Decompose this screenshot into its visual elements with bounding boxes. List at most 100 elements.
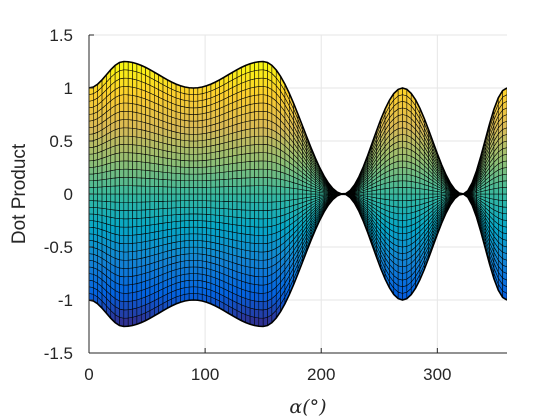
surface-cell bbox=[271, 193, 277, 203]
surface-cell bbox=[254, 111, 260, 121]
surface-cell bbox=[89, 100, 94, 109]
surface-cell bbox=[241, 185, 247, 195]
surface-cell bbox=[167, 179, 173, 188]
surface-cell bbox=[219, 215, 225, 224]
surface-cell bbox=[89, 253, 94, 262]
surface-cell bbox=[123, 185, 129, 195]
surface-cell bbox=[219, 149, 225, 159]
surface-cell bbox=[89, 146, 94, 155]
surface-cell bbox=[219, 164, 225, 173]
surface-cell bbox=[201, 207, 207, 215]
surface-cell bbox=[119, 177, 125, 187]
y-tick-label: 1.5 bbox=[49, 26, 73, 45]
surface-cell bbox=[188, 100, 194, 109]
surface-cell bbox=[127, 259, 133, 269]
surface-cell bbox=[184, 266, 190, 275]
surface-cell bbox=[197, 233, 203, 242]
surface-cell bbox=[223, 208, 229, 217]
surface-cell bbox=[114, 217, 120, 228]
surface-cell bbox=[154, 216, 159, 225]
surface-cell bbox=[127, 168, 133, 178]
surface-cell bbox=[175, 159, 181, 168]
surface-cell bbox=[97, 172, 103, 181]
surface-cell bbox=[502, 219, 507, 228]
surface-cell bbox=[119, 77, 125, 88]
surface-cell bbox=[123, 235, 129, 244]
surface-cell bbox=[249, 250, 255, 261]
surface-cell bbox=[110, 177, 116, 187]
surface-cell bbox=[275, 193, 281, 203]
surface-cell bbox=[158, 230, 164, 239]
surface-cell bbox=[175, 145, 181, 154]
surface-cell bbox=[97, 186, 103, 195]
surface-cell bbox=[175, 131, 181, 141]
surface-cell bbox=[175, 241, 181, 250]
surface-cell bbox=[127, 308, 133, 319]
surface-cell bbox=[132, 250, 138, 261]
surface-cell bbox=[127, 234, 133, 244]
surface-cell bbox=[193, 259, 199, 268]
surface-cell bbox=[262, 110, 268, 121]
surface-cell bbox=[249, 152, 255, 162]
surface-cell bbox=[241, 169, 247, 179]
surface-cell bbox=[123, 110, 129, 120]
surface-cell bbox=[201, 166, 207, 175]
surface-cell bbox=[123, 292, 129, 302]
surface-cell bbox=[127, 86, 133, 96]
surface-cell bbox=[197, 260, 203, 268]
surface-cell bbox=[123, 309, 129, 319]
surface-cell bbox=[498, 199, 503, 208]
surface-cell bbox=[402, 252, 408, 261]
surface-cell bbox=[241, 145, 247, 155]
surface-cell bbox=[127, 243, 133, 253]
surface-cell bbox=[193, 253, 199, 261]
surface-cell bbox=[119, 275, 125, 286]
surface-cell bbox=[188, 173, 194, 182]
surface-cell bbox=[262, 259, 268, 269]
surface-cell bbox=[175, 214, 181, 222]
surface-cell bbox=[197, 280, 203, 288]
surface-cell bbox=[171, 165, 177, 174]
surface-cell bbox=[223, 178, 229, 187]
surface-cell bbox=[188, 94, 194, 102]
surface-cell bbox=[136, 96, 142, 106]
surface-cell bbox=[154, 201, 159, 210]
surface-cell bbox=[371, 193, 377, 199]
surface-cell bbox=[89, 213, 94, 222]
surface-cell bbox=[167, 242, 173, 252]
surface-cell bbox=[136, 120, 142, 130]
surface-cell bbox=[132, 210, 138, 219]
surface-cell bbox=[123, 119, 129, 129]
surface-cell bbox=[258, 127, 264, 137]
surface-cell bbox=[145, 248, 151, 258]
surface-cell bbox=[502, 277, 507, 288]
surface-cell bbox=[214, 200, 220, 209]
surface-cell bbox=[188, 273, 194, 281]
y-tick-label: 0 bbox=[64, 185, 73, 204]
surface-cell bbox=[127, 102, 133, 113]
surface-cell bbox=[114, 144, 120, 155]
surface-cell bbox=[284, 193, 290, 202]
surface-cell bbox=[258, 102, 264, 112]
surface-cell bbox=[127, 94, 133, 104]
surface-cell bbox=[236, 209, 242, 219]
surface-cell bbox=[175, 193, 181, 202]
surface-cell bbox=[258, 243, 264, 253]
surface-cell bbox=[201, 153, 207, 161]
surface-cell bbox=[267, 169, 273, 179]
surface-cell bbox=[140, 193, 146, 203]
surface-cell bbox=[119, 259, 125, 269]
surface-cell bbox=[210, 200, 216, 209]
surface-cell bbox=[123, 160, 129, 170]
surface-cell bbox=[502, 200, 507, 208]
surface-cell bbox=[89, 206, 94, 215]
surface-mesh bbox=[89, 60, 507, 328]
surface-cell bbox=[289, 199, 294, 207]
surface-cell bbox=[228, 208, 233, 218]
surface-cell bbox=[228, 148, 233, 158]
surface-cell bbox=[119, 300, 125, 311]
surface-cell bbox=[171, 158, 177, 167]
y-tick-label: 0.5 bbox=[49, 132, 73, 151]
surface-cell bbox=[127, 300, 133, 310]
surface-cell bbox=[188, 160, 194, 168]
